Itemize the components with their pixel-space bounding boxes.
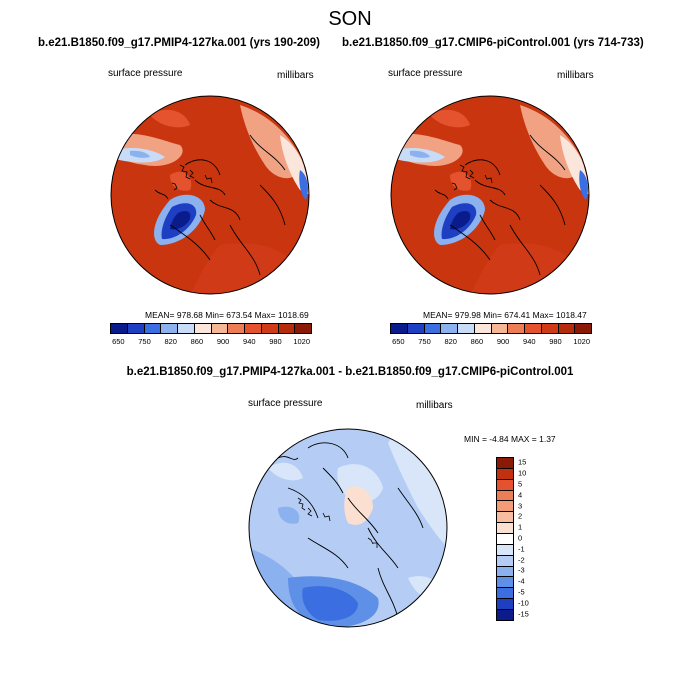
colorbar-tick-label: -1	[518, 544, 525, 554]
colorbar-tick-label: 940	[523, 337, 536, 346]
left-stats: MEAN= 978.68 Min= 673.54 Max= 1018.69	[145, 310, 309, 320]
diff-stats: MIN = -4.84 MAX = 1.37	[464, 434, 556, 444]
colorbar-swatch	[497, 534, 513, 545]
left-colorbar	[110, 323, 312, 334]
colorbar-tick-label: 1020	[293, 337, 310, 346]
colorbar-swatch	[497, 610, 513, 620]
colorbar-tick-label: 940	[243, 337, 256, 346]
colorbar-tick-label: 820	[444, 337, 457, 346]
colorbar-swatch	[111, 324, 128, 333]
colorbar-swatch	[424, 324, 442, 333]
diff-colorbar-ticks: 15 10 5 4 3 2 1 0 -1 -2 -3 -4 -5 -10 -15	[518, 457, 548, 619]
colorbar-swatch	[497, 490, 513, 502]
colorbar-swatch	[497, 544, 513, 556]
colorbar-swatch	[508, 324, 525, 333]
colorbar-swatch	[261, 324, 279, 333]
colorbar-tick-label: 820	[164, 337, 177, 346]
left-colorbar-ticks: 650 750 820 860 900 940 980 1020	[110, 337, 310, 347]
left-polar-map	[110, 95, 310, 295]
colorbar-tick-label: 15	[518, 457, 527, 467]
colorbar-swatch	[441, 324, 458, 333]
colorbar-swatch	[295, 324, 311, 333]
right-polar-map	[390, 95, 590, 295]
colorbar-swatch	[497, 599, 513, 611]
colorbar-tick-label: -15	[518, 609, 529, 619]
right-colorbar	[390, 323, 592, 334]
colorbar-swatch	[127, 324, 145, 333]
colorbar-tick-label: 650	[112, 337, 125, 346]
colorbar-tick-label: -3	[518, 565, 525, 575]
right-panel-title: b.e21.B1850.f09_g17.CMIP6-piControl.001 …	[342, 37, 644, 49]
colorbar-swatch	[161, 324, 178, 333]
colorbar-tick-label: -2	[518, 555, 525, 565]
colorbar-tick-label: 900	[216, 337, 230, 346]
left-panel-title: b.e21.B1850.f09_g17.PMIP4-127ka.001 (yrs…	[38, 37, 320, 49]
colorbar-tick-label: -4	[518, 576, 525, 586]
right-colorbar-ticks: 650 750 820 860 900 940 980 1020	[390, 337, 590, 347]
diff-panel-title: b.e21.B1850.f09_g17.PMIP4-127ka.001 - b.…	[126, 366, 574, 378]
colorbar-swatch	[497, 468, 513, 480]
colorbar-swatch	[497, 512, 513, 524]
colorbar-swatch	[474, 324, 492, 333]
colorbar-swatch	[497, 458, 513, 469]
colorbar-tick-label: 750	[418, 337, 431, 346]
colorbar-swatch	[497, 523, 513, 535]
colorbar-tick-label: 650	[392, 337, 405, 346]
colorbar-swatch	[497, 501, 513, 513]
colorbar-tick-label: 860	[470, 337, 484, 346]
right-variable-label: surface pressure	[388, 68, 463, 79]
colorbar-swatch	[228, 324, 245, 333]
diff-units-label: millibars	[416, 400, 453, 411]
colorbar-swatch	[541, 324, 559, 333]
colorbar-tick-label: 3	[518, 501, 523, 511]
colorbar-swatch	[144, 324, 162, 333]
colorbar-swatch	[391, 324, 408, 333]
colorbar-swatch	[491, 324, 509, 333]
colorbar-swatch	[245, 324, 262, 333]
colorbar-tick-label: 1	[518, 522, 523, 532]
left-variable-label: surface pressure	[108, 68, 183, 79]
colorbar-tick-label: 750	[138, 337, 151, 346]
colorbar-swatch	[407, 324, 425, 333]
colorbar-tick-label: -10	[518, 598, 529, 608]
colorbar-tick-label: 1020	[573, 337, 590, 346]
colorbar-swatch	[497, 577, 513, 589]
colorbar-swatch	[497, 479, 513, 491]
left-units-label: millibars	[277, 70, 314, 81]
colorbar-swatch	[575, 324, 591, 333]
colorbar-tick-label: 4	[518, 490, 523, 500]
diff-colorbar	[496, 457, 514, 621]
colorbar-tick-label: 2	[518, 511, 523, 521]
right-units-label: millibars	[557, 70, 594, 81]
colorbar-swatch	[458, 324, 475, 333]
colorbar-swatch	[558, 324, 576, 333]
colorbar-tick-label: -5	[518, 587, 525, 597]
colorbar-swatch	[497, 555, 513, 567]
colorbar-swatch	[497, 566, 513, 578]
right-stats: MEAN= 979.98 Min= 674.41 Max= 1018.47	[423, 310, 587, 320]
colorbar-tick-label: 980	[549, 337, 562, 346]
colorbar-swatch	[497, 588, 513, 600]
diff-variable-label: surface pressure	[248, 398, 323, 409]
colorbar-swatch	[525, 324, 542, 333]
colorbar-tick-label: 980	[269, 337, 282, 346]
colorbar-tick-label: 0	[518, 533, 523, 543]
figure-title: SON	[328, 8, 372, 30]
colorbar-tick-label: 5	[518, 479, 523, 489]
colorbar-swatch	[178, 324, 195, 333]
colorbar-tick-label: 10	[518, 468, 527, 478]
colorbar-swatch	[194, 324, 212, 333]
diff-polar-map	[248, 428, 448, 628]
colorbar-swatch	[278, 324, 296, 333]
colorbar-tick-label: 900	[496, 337, 510, 346]
colorbar-tick-label: 860	[190, 337, 204, 346]
colorbar-swatch	[211, 324, 229, 333]
